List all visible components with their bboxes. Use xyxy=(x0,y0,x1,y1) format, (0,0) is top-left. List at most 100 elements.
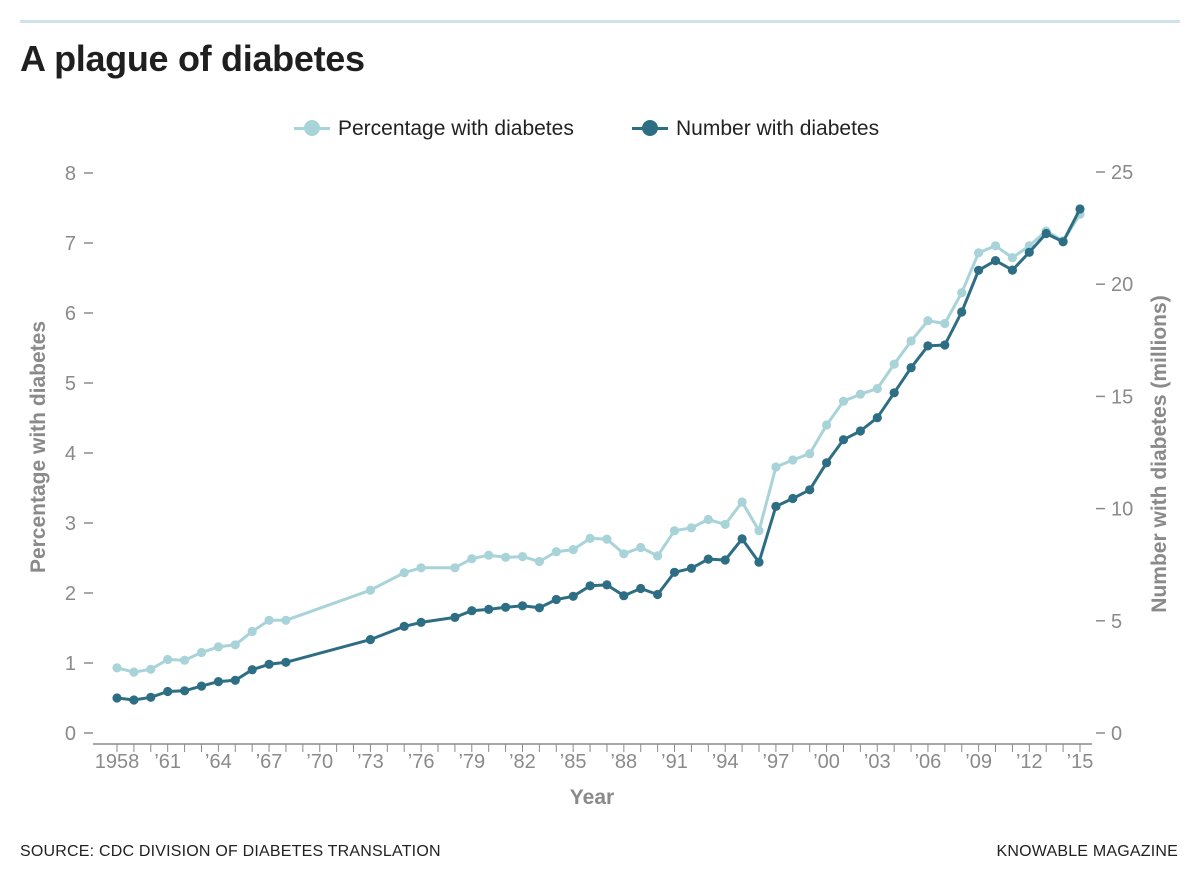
y-tick-label-left: 7 xyxy=(65,233,76,255)
data-point-number xyxy=(805,485,815,495)
data-point-number xyxy=(923,341,933,351)
data-point-percentage xyxy=(281,615,291,625)
data-point-number xyxy=(619,591,629,601)
y-tick-label-right: 5 xyxy=(1111,611,1122,633)
data-point-number xyxy=(129,695,139,705)
data-point-number xyxy=(1007,265,1018,275)
y-tick-label-left: 5 xyxy=(65,373,76,395)
data-point-number xyxy=(230,675,240,685)
data-point-percentage xyxy=(855,389,866,399)
x-tick-label: ’12 xyxy=(1016,751,1043,773)
legend-swatch-number xyxy=(632,114,668,144)
data-point-number xyxy=(585,581,595,591)
x-tick-label: ’88 xyxy=(610,751,637,773)
data-point-number xyxy=(889,388,899,398)
data-point-percentage xyxy=(990,241,1001,251)
x-tick-label: ’73 xyxy=(357,751,384,773)
data-point-number xyxy=(399,621,409,632)
data-point-number xyxy=(450,612,460,623)
data-point-number xyxy=(636,583,646,594)
data-point-percentage xyxy=(399,568,409,578)
data-point-percentage xyxy=(112,663,122,673)
data-point-percentage xyxy=(163,654,173,665)
data-point-number xyxy=(703,554,713,564)
y-tick-label-left: 8 xyxy=(65,163,76,185)
y-tick-label-left: 3 xyxy=(65,513,76,535)
data-point-number xyxy=(906,363,916,373)
page-title: A plague of diabetes xyxy=(20,38,365,79)
x-tick-label: ’00 xyxy=(813,751,840,773)
x-tick-label: ’03 xyxy=(864,751,891,773)
data-point-percentage xyxy=(957,288,967,298)
data-point-percentage xyxy=(636,542,646,553)
data-point-percentage xyxy=(180,655,190,665)
data-point-percentage xyxy=(805,449,815,459)
source-note: SOURCE: CDC DIVISION OF DIABETES TRANSLA… xyxy=(20,843,441,860)
data-point-number xyxy=(754,557,764,567)
data-point-number xyxy=(788,493,798,504)
x-tick-label: ’82 xyxy=(509,751,536,773)
data-point-percentage xyxy=(771,462,781,472)
data-point-percentage xyxy=(264,615,274,625)
data-point-percentage xyxy=(788,455,798,465)
data-point-number xyxy=(1075,204,1085,214)
x-tick-label: ’79 xyxy=(458,751,485,773)
data-point-number xyxy=(264,659,274,669)
data-point-number xyxy=(855,426,866,436)
x-tick-label: ’15 xyxy=(1067,751,1094,773)
axes-layer: 1958 ’61 ’64 ’67 ’70 ’73 ’76 ’79 ’82 ’85 ’88 ’91 ’94… xyxy=(65,162,1133,773)
data-point-percentage xyxy=(416,563,426,573)
data-point-percentage xyxy=(517,552,528,562)
x-tick-label: ’94 xyxy=(712,751,739,773)
data-point-percentage xyxy=(450,563,460,573)
data-point-percentage xyxy=(230,640,240,650)
legend-label-number: Number with diabetes xyxy=(676,117,880,140)
data-point-percentage xyxy=(974,248,984,258)
legend-label-percentage: Percentage with diabetes xyxy=(338,117,574,140)
data-point-percentage xyxy=(619,549,629,559)
data-point-percentage xyxy=(467,554,477,564)
data-point-number xyxy=(163,686,173,697)
data-point-number xyxy=(720,555,730,565)
data-point-number xyxy=(602,580,612,590)
data-point-percentage xyxy=(534,556,545,567)
data-point-percentage xyxy=(872,384,882,394)
data-point-number xyxy=(1041,228,1051,239)
x-tick-label: ’06 xyxy=(915,751,942,773)
data-point-number xyxy=(112,693,122,703)
data-point-number xyxy=(467,606,477,616)
data-point-number xyxy=(365,635,375,645)
data-point-number xyxy=(196,681,207,691)
y-tick-label-left: 4 xyxy=(65,443,76,465)
data-point-percentage xyxy=(754,526,764,536)
data-point-number xyxy=(990,256,1001,266)
legend-item-percentage: Percentage with diabetes xyxy=(294,114,574,144)
data-point-percentage xyxy=(838,396,849,406)
y-axis-left-title: Percentage with diabetes xyxy=(27,321,50,573)
data-point-number xyxy=(1024,247,1034,257)
data-point-number xyxy=(974,265,984,275)
y-tick-label-left: 1 xyxy=(65,653,76,675)
data-point-number xyxy=(771,501,781,511)
data-point-percentage xyxy=(568,545,578,555)
data-point-percentage xyxy=(196,647,207,658)
legend-swatch-percentage xyxy=(294,114,330,144)
data-point-number xyxy=(872,413,882,423)
x-tick-label: ’97 xyxy=(763,751,790,773)
series-line-percentage xyxy=(116,213,1082,674)
data-point-number xyxy=(247,665,257,675)
y-axis-right-title: Number with diabetes (millions) xyxy=(1148,295,1171,612)
y-tick-label-right: 25 xyxy=(1111,162,1133,184)
data-point-number xyxy=(838,435,849,445)
y-tick-label-left: 0 xyxy=(65,723,76,745)
x-tick-label: ’09 xyxy=(965,751,992,773)
top-rule xyxy=(20,20,1180,23)
y-tick-label-right: 20 xyxy=(1111,274,1133,296)
x-tick-label: ’76 xyxy=(408,751,435,773)
data-point-number xyxy=(146,692,156,702)
data-point-percentage xyxy=(484,550,494,560)
data-point-percentage xyxy=(653,551,663,561)
data-point-percentage xyxy=(501,552,511,562)
data-point-percentage xyxy=(585,533,595,544)
